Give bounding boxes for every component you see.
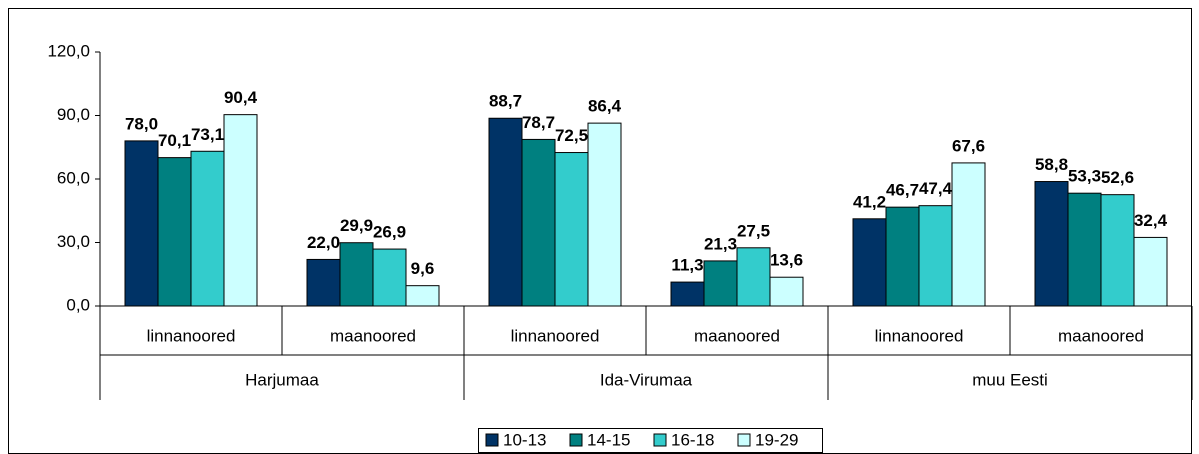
x-tick-label: maanoored (694, 326, 780, 345)
value-label: 41,2 (853, 192, 886, 211)
value-label: 21,3 (704, 234, 737, 253)
bar (885, 206, 920, 307)
legend-box (478, 428, 823, 453)
bar (306, 258, 341, 307)
value-label: 73,1 (191, 125, 224, 144)
value-label: 90,4 (224, 88, 258, 107)
bar (405, 285, 440, 307)
value-label: 72,5 (555, 126, 588, 145)
value-label: 29,9 (340, 216, 373, 235)
bar (1034, 181, 1069, 307)
bar (852, 218, 887, 307)
value-label: 46,7 (886, 181, 919, 200)
legend-swatch (569, 433, 583, 447)
legend-swatch (653, 433, 667, 447)
legend-label: 19-29 (755, 430, 798, 449)
bar (223, 114, 258, 307)
bar (190, 150, 225, 307)
bar (339, 242, 374, 307)
bar (157, 157, 192, 307)
bar (124, 140, 159, 307)
bar (703, 260, 738, 307)
legend-label: 10-13 (503, 430, 546, 449)
value-label: 47,4 (919, 179, 953, 198)
y-tick-label: 30,0 (57, 232, 90, 251)
value-label: 32,4 (1134, 211, 1168, 230)
value-label: 11,3 (671, 256, 703, 275)
value-label: 86,4 (588, 97, 622, 116)
bar (372, 248, 407, 307)
bar (488, 117, 523, 307)
value-label: 22,0 (307, 233, 340, 252)
bar (736, 247, 771, 307)
value-label: 9,6 (411, 259, 435, 278)
value-label: 78,0 (125, 114, 158, 133)
y-tick-label: 0,0 (66, 295, 90, 314)
bar (918, 205, 953, 307)
x-tick-label: linnanoored (147, 326, 236, 345)
value-label: 52,6 (1101, 168, 1134, 187)
bar (554, 152, 589, 307)
legend-label: 16-18 (671, 430, 714, 449)
y-tick-label: 60,0 (57, 168, 90, 187)
bar (951, 162, 986, 307)
x-tick-label: maanoored (330, 326, 416, 345)
legend-label: 14-15 (587, 430, 630, 449)
value-label: 58,8 (1035, 155, 1068, 174)
value-label: 27,5 (737, 221, 770, 240)
bar (1067, 192, 1102, 307)
value-label: 67,6 (952, 136, 985, 155)
legend-swatch (737, 433, 751, 447)
legend-swatch (485, 433, 499, 447)
x-tick-label: maanoored (1058, 326, 1144, 345)
y-tick-label: 120,0 (47, 41, 90, 60)
bar (1133, 236, 1168, 307)
value-label: 13,6 (770, 251, 803, 270)
value-label: 70,1 (158, 131, 191, 150)
group-label: muu Eesti (972, 370, 1048, 389)
bar (587, 122, 622, 307)
value-label: 53,3 (1068, 167, 1101, 186)
value-label: 78,7 (522, 113, 555, 132)
bar (521, 138, 556, 307)
value-label: 26,9 (373, 223, 406, 242)
value-label: 88,7 (489, 92, 522, 111)
bar (1100, 194, 1135, 307)
bar (769, 276, 804, 307)
y-tick-label: 90,0 (57, 105, 90, 124)
x-tick-label: linnanoored (511, 326, 600, 345)
bar (670, 281, 705, 307)
x-tick-label: linnanoored (875, 326, 964, 345)
group-label: Ida-Virumaa (600, 370, 693, 389)
group-label: Harjumaa (245, 370, 319, 389)
